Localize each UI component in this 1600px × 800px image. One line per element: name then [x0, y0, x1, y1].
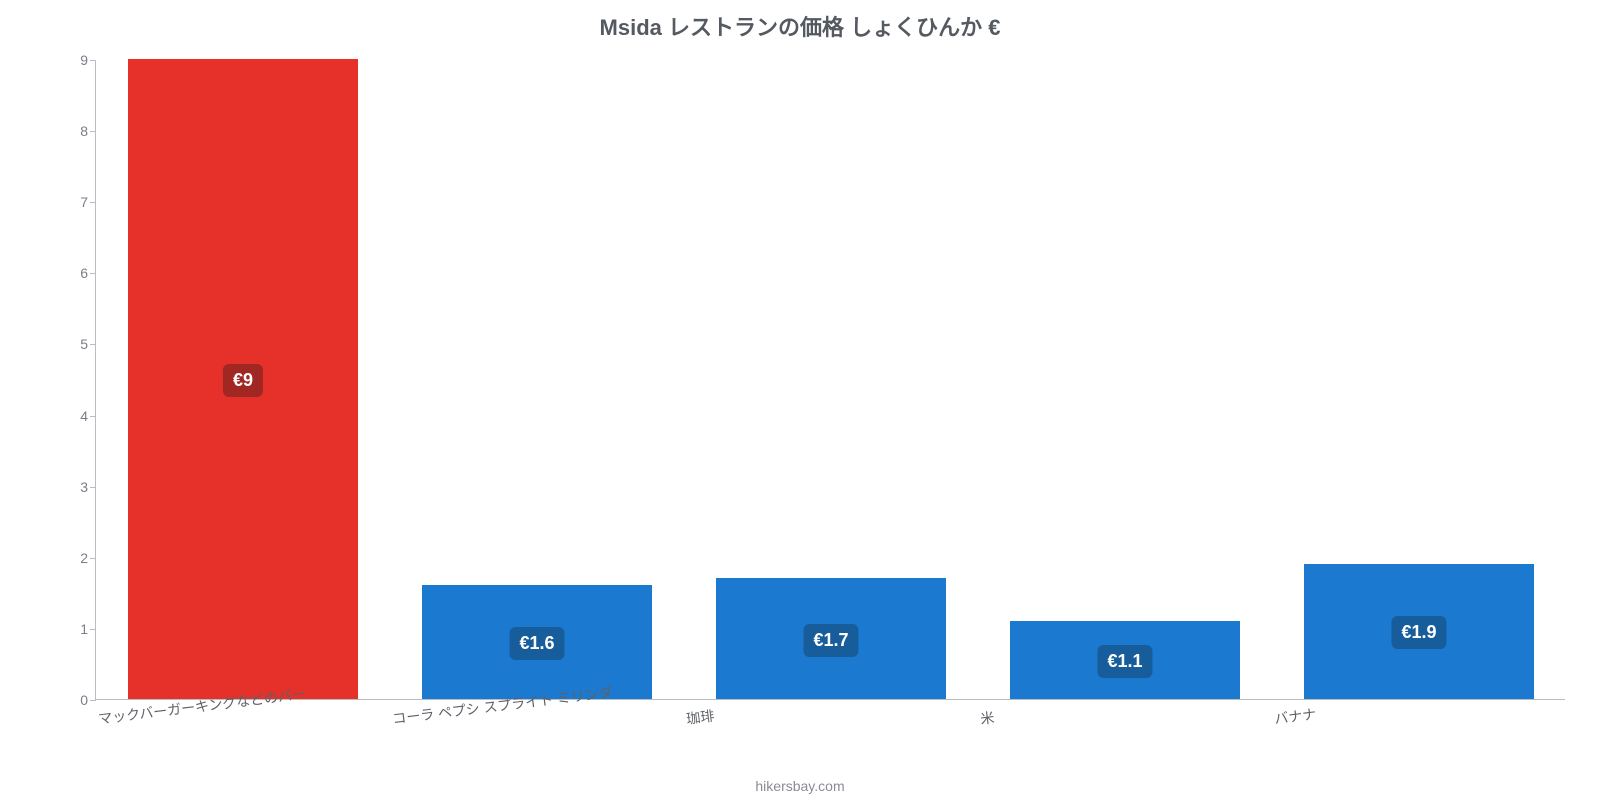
- ytick-label: 4: [56, 408, 88, 424]
- ytick-label: 9: [56, 52, 88, 68]
- ytick-label: 1: [56, 621, 88, 637]
- attribution-text: hikersbay.com: [0, 778, 1600, 794]
- x-category-label: 米: [978, 697, 996, 728]
- x-category-label: 珈琲: [684, 696, 715, 729]
- ytick-mark: [90, 700, 96, 701]
- chart-title: Msida レストランの価格 しょくひんか €: [0, 10, 1600, 42]
- ytick-label: 7: [56, 194, 88, 210]
- ytick-label: 3: [56, 479, 88, 495]
- x-category-label: バナナ: [1272, 694, 1317, 729]
- ytick-label: 5: [56, 336, 88, 352]
- x-axis-labels-layer: マックバーガーキングなどのバーコーラ ペプシ スプライト ミリンダ珈琲米バナナ: [96, 60, 1565, 699]
- ytick-label: 2: [56, 550, 88, 566]
- x-category-label: コーラ ペプシ スプライト ミリンダ: [390, 672, 614, 729]
- price-bar-chart: Msida レストランの価格 しょくひんか € 0123456789 €9€1.…: [0, 0, 1600, 800]
- ytick-label: 8: [56, 123, 88, 139]
- x-category-label: マックバーガーキングなどのバー: [96, 674, 307, 729]
- ytick-label: 6: [56, 265, 88, 281]
- plot-area: 0123456789 €9€1.6€1.7€1.1€1.9 マックバーガーキング…: [95, 60, 1565, 700]
- ytick-label: 0: [56, 692, 88, 708]
